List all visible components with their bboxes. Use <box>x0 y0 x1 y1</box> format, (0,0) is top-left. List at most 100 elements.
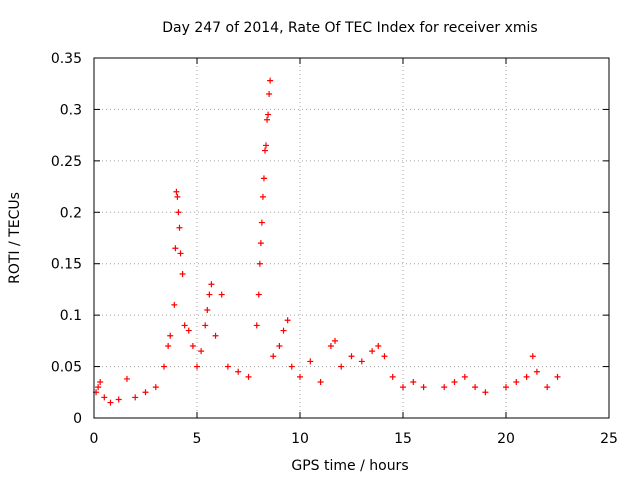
data-point <box>175 209 182 216</box>
data-point <box>280 327 287 334</box>
data-point <box>152 384 159 391</box>
data-point <box>265 111 272 118</box>
data-point <box>348 353 355 360</box>
data-point <box>253 322 260 329</box>
data-point <box>554 373 561 380</box>
data-point <box>255 291 262 298</box>
data-point <box>276 343 283 349</box>
plot-frame <box>93 57 610 419</box>
data-point <box>513 379 520 385</box>
data-point <box>206 291 213 298</box>
data-point <box>259 193 266 200</box>
data-point <box>167 332 174 339</box>
data-point <box>420 384 427 391</box>
data-point <box>544 384 551 391</box>
data-point <box>472 384 479 391</box>
data-point <box>533 368 540 375</box>
y-axis-label: ROTI / TECUs <box>7 192 23 284</box>
data-points <box>93 77 561 406</box>
data-point <box>142 389 149 396</box>
data-point <box>451 379 458 385</box>
data-point <box>375 343 382 349</box>
data-point <box>307 358 314 365</box>
data-point <box>176 224 183 231</box>
data-point <box>165 343 172 349</box>
axis-ticks: 0 5 10 15 20 25 0 0.05 0.1 0.15 0.2 0.25 0.3 0.35 <box>51 51 618 447</box>
data-point <box>529 353 536 360</box>
data-point <box>107 399 114 406</box>
data-point <box>338 363 345 370</box>
data-point <box>257 240 264 247</box>
data-point <box>171 301 178 308</box>
data-point <box>245 373 252 380</box>
grid-lines <box>94 58 609 418</box>
data-point <box>181 322 188 329</box>
y-tick-label: 0.05 <box>51 360 82 376</box>
data-point <box>381 353 388 360</box>
y-tick-label: 0.35 <box>51 51 82 67</box>
data-point <box>369 348 376 355</box>
data-point <box>441 384 448 391</box>
x-tick-label: 0 <box>90 431 99 447</box>
data-point <box>101 394 108 401</box>
data-point <box>172 245 179 252</box>
data-point <box>261 147 268 154</box>
data-point <box>189 343 196 349</box>
data-point <box>123 375 130 382</box>
data-point <box>208 281 215 288</box>
data-point <box>389 373 396 380</box>
data-point <box>258 219 265 226</box>
data-point <box>224 363 231 370</box>
x-tick-label: 25 <box>600 431 618 447</box>
y-tick-label: 0.3 <box>60 102 82 118</box>
y-tick-label: 0.2 <box>60 205 82 221</box>
x-tick-label: 5 <box>193 431 202 447</box>
data-point <box>256 260 263 267</box>
data-point <box>204 307 211 313</box>
data-point <box>174 193 181 200</box>
data-point <box>95 384 102 391</box>
y-tick-label: 0 <box>73 411 82 427</box>
chart-title: Day 247 of 2014, Rate Of TEC Index for r… <box>162 20 537 36</box>
data-point <box>400 384 406 391</box>
data-point <box>235 368 242 375</box>
data-point <box>132 394 139 401</box>
data-point <box>194 363 200 370</box>
x-tick-label: 10 <box>291 431 309 447</box>
data-point <box>317 379 324 385</box>
data-point <box>284 317 291 324</box>
data-point <box>202 322 209 329</box>
y-tick-label: 0.15 <box>51 257 82 273</box>
y-tick-label: 0.25 <box>51 154 82 170</box>
data-point <box>263 142 270 149</box>
data-point <box>264 116 271 123</box>
data-point <box>327 343 334 349</box>
data-point <box>297 373 303 380</box>
data-point <box>115 396 122 403</box>
data-point <box>270 353 277 360</box>
data-point <box>482 389 489 396</box>
x-axis-label: GPS time / hours <box>291 458 408 474</box>
data-point <box>410 379 417 385</box>
data-point <box>173 188 180 195</box>
data-point <box>260 175 267 182</box>
data-point <box>161 363 168 370</box>
data-point <box>267 77 274 84</box>
data-point <box>332 337 339 344</box>
data-point <box>288 363 295 370</box>
data-point <box>177 250 184 257</box>
x-tick-label: 20 <box>497 431 515 447</box>
data-point <box>266 91 273 97</box>
y-tick-label: 0.1 <box>60 308 82 324</box>
data-point <box>503 384 509 391</box>
x-tick-label: 15 <box>394 431 412 447</box>
data-point <box>523 373 530 380</box>
data-point <box>179 271 186 277</box>
data-point <box>185 327 192 334</box>
data-point <box>461 373 468 380</box>
data-point <box>218 291 225 298</box>
data-point <box>198 348 205 355</box>
data-point <box>358 358 365 365</box>
data-point <box>212 332 219 339</box>
